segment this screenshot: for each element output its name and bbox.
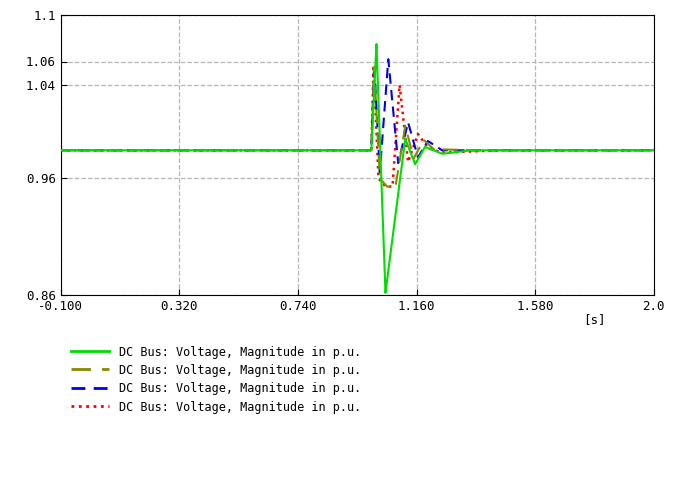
Text: [s]: [s]	[583, 313, 606, 326]
Legend: DC Bus: Voltage, Magnitude in p.u., DC Bus: Voltage, Magnitude in p.u., DC Bus: : DC Bus: Voltage, Magnitude in p.u., DC B…	[67, 341, 365, 418]
